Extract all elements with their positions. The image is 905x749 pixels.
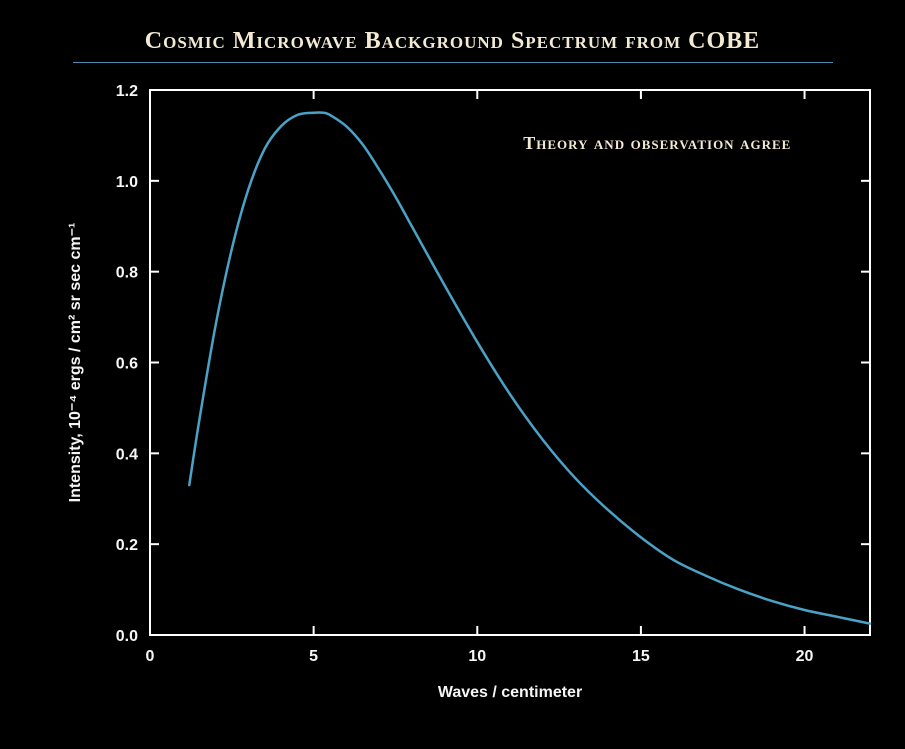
x-tick-label: 0 [146,648,155,665]
x-tick-label: 5 [309,648,318,665]
plot-frame [150,90,870,635]
chart-annotation: Theory and observation agree [523,133,791,153]
y-tick-label: 0.8 [116,265,138,282]
y-tick-label: 0.6 [116,356,138,373]
title-underline [73,62,833,63]
y-tick-label: 0.2 [116,537,138,554]
chart-svg: 0 5 10 15 20 0.0 0.2 0.4 0.6 0.8 1.0 1.2 Theory and … [30,80,890,720]
y-tick-label: 0.4 [116,446,138,463]
y-tick-label: 1.0 [116,174,138,191]
x-axis-label: Waves / centimeter [438,684,582,701]
x-tick-label: 15 [632,648,650,665]
x-tick-label: 20 [796,648,814,665]
y-tick-label: 0.0 [116,628,138,645]
page-root: Cosmic Microwave Background Spectrum fro… [0,0,905,749]
x-tick-label: 10 [468,648,486,665]
chart-title: Cosmic Microwave Background Spectrum fro… [0,28,905,55]
y-tick-label: 1.2 [116,83,138,100]
y-axis-label: Intensity, 10⁻⁴ ergs / cm² sr sec cm⁻¹ [67,223,84,503]
plot-container: 0 5 10 15 20 0.0 0.2 0.4 0.6 0.8 1.0 1.2 Theory and … [30,80,890,720]
spectrum-line [189,112,870,623]
